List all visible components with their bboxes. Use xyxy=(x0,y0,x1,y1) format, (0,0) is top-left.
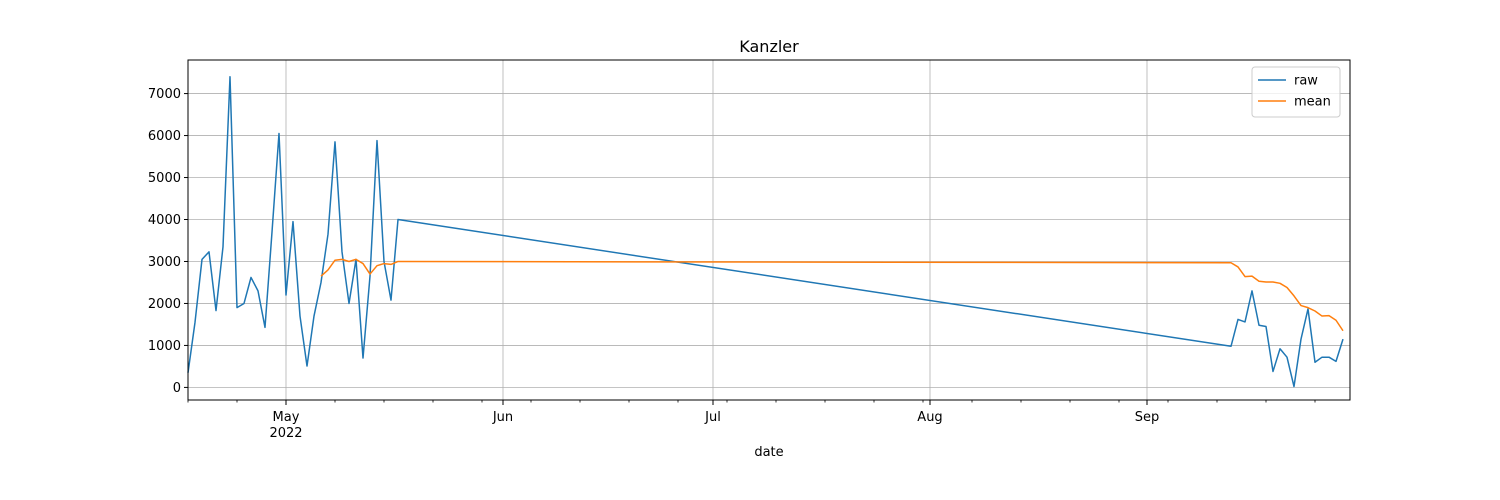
x-tick-label: Jun xyxy=(492,410,513,425)
x-axis-label: date xyxy=(754,445,783,460)
y-tick-label: 1000 xyxy=(148,339,181,354)
series-line-mean xyxy=(320,258,1344,332)
y-tick-label: 4000 xyxy=(148,213,181,228)
legend: raw mean xyxy=(1251,66,1341,118)
plot-frame xyxy=(187,59,1351,401)
y-axis: 0 1000 2000 3000 4000 5000 6000 7000 xyxy=(148,87,188,396)
y-tick-label: 7000 xyxy=(148,87,181,102)
x-tick-sublabel: 2022 xyxy=(269,426,302,441)
series-layer xyxy=(187,76,1344,388)
chart-title: Kanzler xyxy=(739,37,799,56)
x-tick-label: Aug xyxy=(917,410,942,425)
x-tick-label: Sep xyxy=(1135,410,1160,425)
x-tick-label: May xyxy=(273,410,300,425)
y-tick-label: 3000 xyxy=(148,255,181,270)
y-tick-label: 0 xyxy=(173,381,181,396)
y-tick-label: 5000 xyxy=(148,171,181,186)
x-tick-label: Jul xyxy=(704,410,721,425)
grid-lines xyxy=(188,60,1350,400)
legend-label-raw: raw xyxy=(1294,74,1318,89)
legend-label-mean: mean xyxy=(1294,95,1331,110)
series-line-raw xyxy=(187,76,1344,388)
y-tick-label: 6000 xyxy=(148,129,181,144)
y-tick-label: 2000 xyxy=(148,297,181,312)
